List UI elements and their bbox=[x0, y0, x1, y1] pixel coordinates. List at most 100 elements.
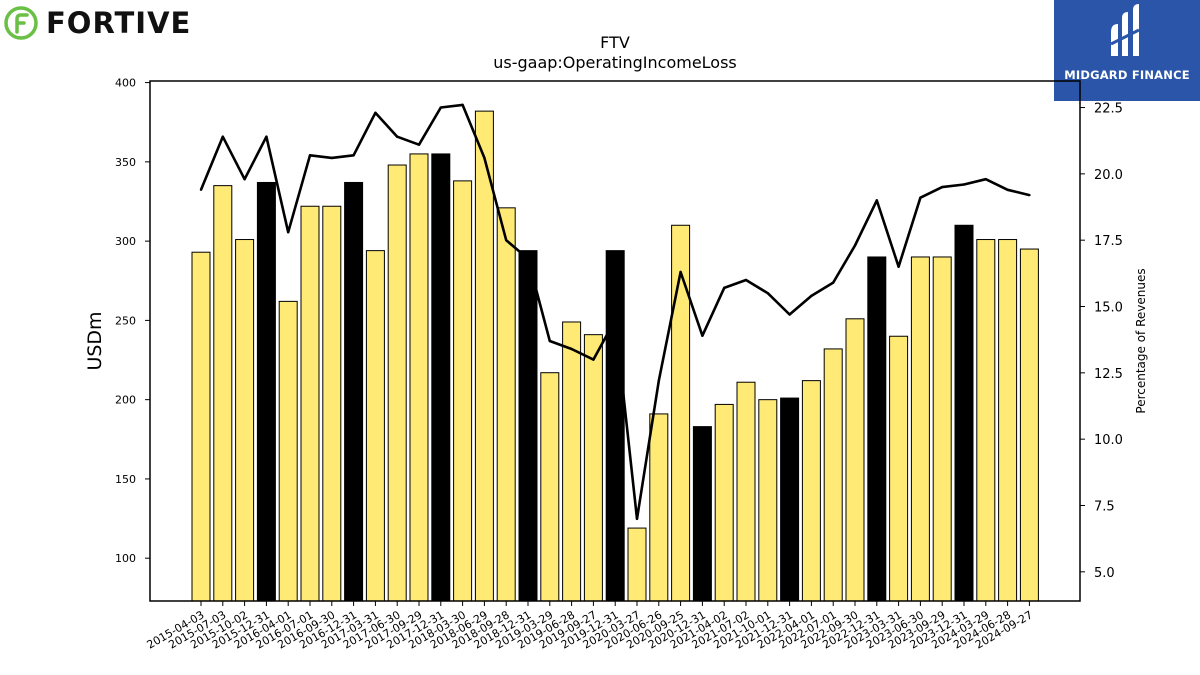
fortive-logo-icon bbox=[4, 6, 38, 40]
line-point-2022-04-01 bbox=[810, 294, 813, 298]
line-point-2018-03-30 bbox=[461, 103, 464, 107]
y2-tick-label: 7.5 bbox=[1094, 499, 1115, 514]
y-tick-label: 300 bbox=[115, 235, 136, 248]
line-point-2017-09-29 bbox=[417, 143, 421, 146]
line-point-2022-07-01 bbox=[832, 281, 835, 284]
bar-2022-07-01 bbox=[823, 348, 843, 602]
line-point-2024-03-29 bbox=[984, 177, 987, 181]
bar-2016-12-31 bbox=[344, 181, 364, 602]
line-point-2018-12-31 bbox=[526, 257, 530, 260]
bar-2022-04-01 bbox=[801, 380, 821, 602]
line-point-2020-12-31 bbox=[701, 334, 704, 337]
y-tick-label: 350 bbox=[115, 156, 136, 169]
bar-2023-12-31 bbox=[954, 224, 974, 602]
line-point-2023-09-29 bbox=[941, 185, 944, 189]
bar-2018-09-28 bbox=[496, 207, 516, 602]
bar-2019-12-31 bbox=[605, 250, 625, 602]
midgard-logo-icon bbox=[1110, 4, 1140, 56]
line-point-2020-03-27 bbox=[635, 517, 639, 520]
bar-2022-09-30 bbox=[845, 318, 865, 602]
bar-2018-12-31 bbox=[518, 250, 538, 602]
line-point-2019-12-31 bbox=[614, 318, 617, 321]
line-point-2016-07-01 bbox=[308, 154, 312, 157]
midgard-logo-text: MIDGARD FINANCE bbox=[1064, 68, 1190, 82]
line-point-2016-04-01 bbox=[287, 231, 290, 234]
line-point-2023-06-30 bbox=[919, 196, 922, 199]
y2-tick-label: 10.0 bbox=[1094, 433, 1123, 448]
line-point-2015-12-31 bbox=[265, 135, 268, 138]
line-point-2021-10-01 bbox=[766, 292, 769, 295]
bar-2016-04-01 bbox=[278, 300, 298, 602]
bar-2020-09-25 bbox=[671, 224, 691, 602]
bar-2020-12-31 bbox=[692, 426, 712, 602]
y2-tick-label: 5.0 bbox=[1094, 566, 1115, 581]
bar-2017-12-31 bbox=[431, 153, 451, 602]
bar-2019-09-27 bbox=[583, 334, 603, 602]
bar-2019-06-28 bbox=[562, 321, 582, 602]
bar-2015-07-03 bbox=[213, 185, 233, 602]
bar-2021-10-01 bbox=[758, 399, 778, 602]
fortive-logo-text: FORTIVE bbox=[46, 6, 192, 40]
line-point-2018-06-29 bbox=[483, 156, 486, 160]
bar-2024-06-28 bbox=[998, 239, 1018, 602]
line-point-2016-12-31 bbox=[352, 154, 355, 157]
y-tick-label: 100 bbox=[115, 552, 136, 565]
y-tick-label: 250 bbox=[115, 314, 136, 327]
y2-tick-label: 22.5 bbox=[1094, 102, 1123, 117]
bar-2024-03-29 bbox=[976, 239, 996, 602]
line-point-2020-06-26 bbox=[657, 379, 660, 382]
y2-tick-label: 20.0 bbox=[1094, 168, 1123, 183]
line-point-2017-06-30 bbox=[396, 135, 399, 138]
bar-2021-07-02 bbox=[736, 381, 756, 602]
y2-axis-label: Percentage of Revenues bbox=[1134, 268, 1148, 413]
bar-2019-03-29 bbox=[540, 372, 560, 602]
bar-2023-09-29 bbox=[932, 256, 952, 602]
bar-2022-12-31 bbox=[867, 256, 887, 602]
line-point-2021-04-02 bbox=[723, 286, 726, 290]
y2-tick-label: 12.5 bbox=[1094, 367, 1123, 382]
line-point-2019-06-28 bbox=[570, 347, 573, 351]
y-axis-label: USDm bbox=[84, 311, 106, 370]
line-point-2021-12-31 bbox=[788, 313, 791, 316]
bar-2020-06-26 bbox=[649, 413, 669, 602]
line-point-2024-06-28 bbox=[1006, 188, 1009, 191]
line-point-2019-09-27 bbox=[592, 358, 595, 361]
bar-2017-09-29 bbox=[409, 153, 429, 602]
bar-2020-03-27 bbox=[627, 527, 647, 602]
bar-2021-04-02 bbox=[714, 403, 734, 602]
y-tick-label: 400 bbox=[115, 77, 136, 90]
y2-tick-label: 15.0 bbox=[1094, 301, 1123, 316]
bar-2016-09-30 bbox=[322, 205, 342, 602]
bar-2015-12-31 bbox=[256, 181, 276, 602]
bar-2023-06-30 bbox=[910, 256, 930, 602]
y-tick-label: 200 bbox=[115, 394, 136, 407]
line-point-2017-03-31 bbox=[374, 111, 377, 115]
line-point-2015-10-02 bbox=[243, 177, 246, 181]
line-point-2015-04-03 bbox=[199, 188, 203, 191]
bar-2015-04-03 bbox=[191, 251, 211, 602]
line-point-2016-09-30 bbox=[330, 156, 333, 160]
line-point-2023-12-31 bbox=[962, 183, 966, 186]
line-point-2024-09-27 bbox=[1028, 193, 1031, 197]
bar-2023-03-31 bbox=[889, 335, 909, 602]
bar-2016-07-01 bbox=[300, 205, 320, 602]
line-point-2021-07-02 bbox=[744, 278, 748, 282]
bar-2017-03-31 bbox=[365, 250, 385, 602]
line-point-2022-12-31 bbox=[875, 199, 878, 202]
line-point-2017-12-31 bbox=[439, 106, 442, 109]
line-point-2015-07-03 bbox=[221, 135, 224, 138]
line-point-2020-09-25 bbox=[679, 270, 682, 274]
bar-2021-12-31 bbox=[780, 397, 800, 602]
y-tick-label: 150 bbox=[115, 473, 136, 486]
midgard-finance-logo: MIDGARD FINANCE bbox=[1054, 0, 1200, 101]
y2-tick-label: 17.5 bbox=[1094, 234, 1123, 249]
fortive-logo: FORTIVE bbox=[4, 4, 191, 42]
chart-title: FTV bbox=[600, 33, 630, 52]
bar-2017-06-30 bbox=[387, 164, 407, 602]
bar-2018-03-30 bbox=[453, 180, 473, 602]
line-point-2023-03-31 bbox=[897, 265, 900, 268]
chart-subtitle: us-gaap:OperatingIncomeLoss bbox=[493, 53, 737, 72]
bar-2024-09-27 bbox=[1019, 248, 1039, 602]
line-point-2019-03-29 bbox=[548, 339, 551, 343]
